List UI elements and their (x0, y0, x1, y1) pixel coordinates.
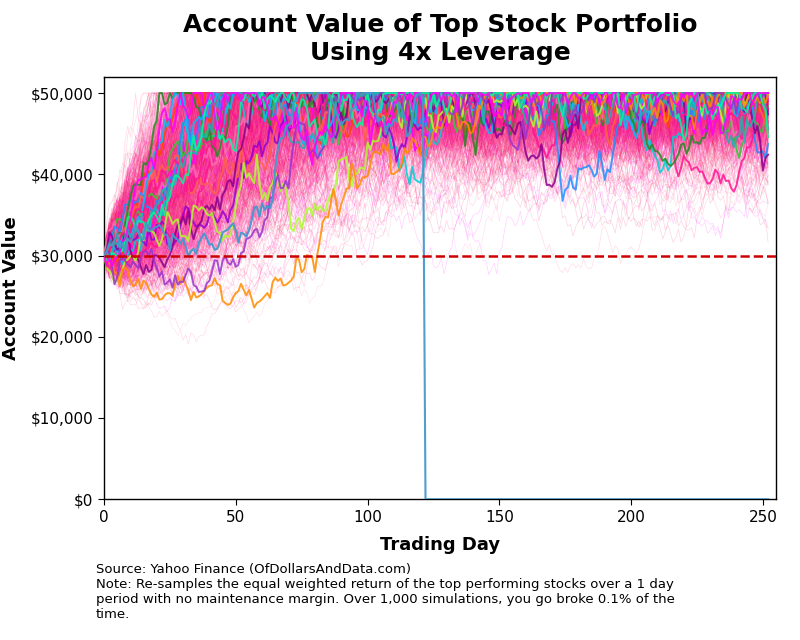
Text: Source: Yahoo Finance (OfDollarsAndData.com)
Note: Re-samples the equal weighted: Source: Yahoo Finance (OfDollarsAndData.… (96, 563, 675, 621)
Title: Account Value of Top Stock Portfolio
Using 4x Leverage: Account Value of Top Stock Portfolio Usi… (182, 13, 698, 65)
X-axis label: Trading Day: Trading Day (380, 536, 500, 554)
Y-axis label: Account Value: Account Value (2, 216, 19, 360)
